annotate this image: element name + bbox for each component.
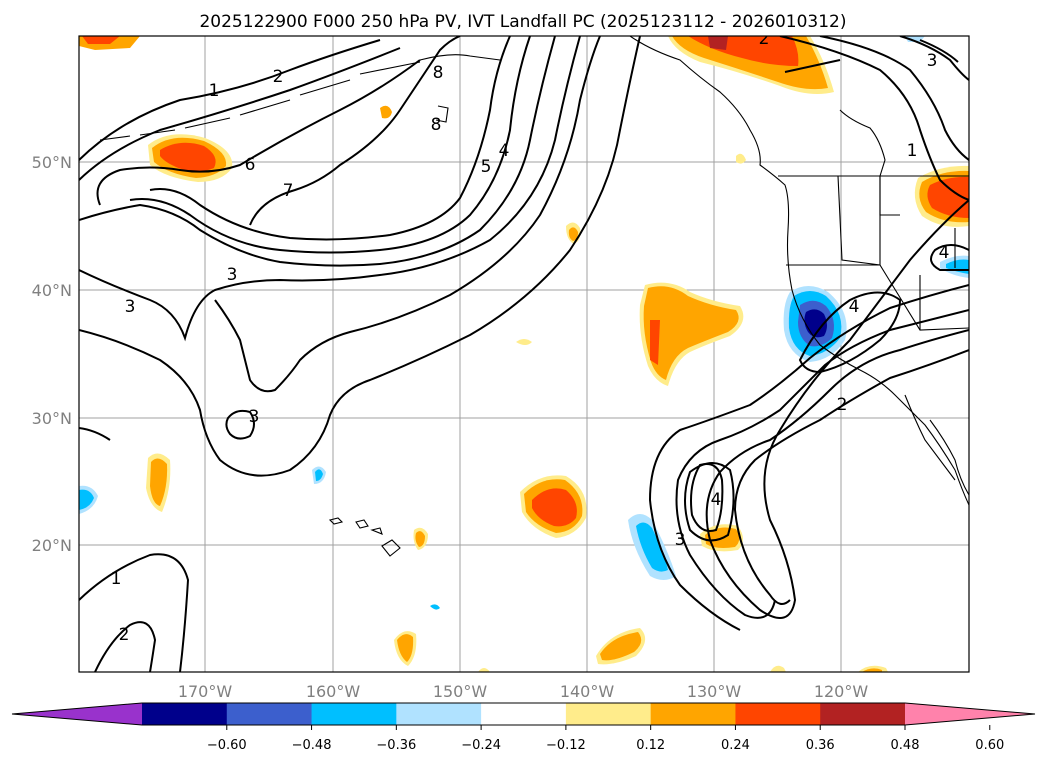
lon-label: 130°W <box>687 682 742 701</box>
map-title: 2025122900 F000 250 hPa PV, IVT Landfall… <box>199 12 846 32</box>
lon-label: 140°W <box>560 682 615 701</box>
lon-label: 150°W <box>433 682 488 701</box>
colorbar-tick-label: −0.24 <box>461 738 501 753</box>
colorbar-bin <box>311 703 397 725</box>
colorbar-bin <box>650 703 736 725</box>
contour-label: 2 <box>273 67 284 87</box>
lat-label: 30°N <box>32 409 72 428</box>
colorbar-tick-label: 0.36 <box>806 738 835 753</box>
lon-label: 170°W <box>178 682 233 701</box>
colorbar-bin <box>735 703 821 725</box>
contour-label: 4 <box>711 490 722 510</box>
colorbar-bin <box>481 703 567 725</box>
contour-label: 4 <box>499 141 510 161</box>
contour-label: 3 <box>675 530 686 550</box>
colorbar-bin <box>396 703 482 725</box>
contour-label: 5 <box>481 157 492 177</box>
contour-label: 4 <box>849 297 860 317</box>
lon-label: 120°W <box>814 682 869 701</box>
colorbar: −0.60 −0.48 −0.36 −0.24 −0.12 0.12 0.24 0.36 0.4… <box>11 702 1036 753</box>
contour-label: 3 <box>927 51 938 71</box>
lat-label: 40°N <box>32 281 72 300</box>
colorbar-extend-max <box>905 703 1035 725</box>
colorbar-tick-label: 0.24 <box>721 738 750 753</box>
colorbar-extend-min <box>12 703 142 725</box>
contour-label: 4 <box>939 243 950 263</box>
contour-label: 1 <box>111 569 122 589</box>
contour-label: 1 <box>209 81 220 101</box>
contour-labels: 1 2 8 8 6 7 5 4 3 3 3 1 2 1 3 2 4 4 3 2 <box>111 29 950 645</box>
colorbar-tick-label: −0.60 <box>207 738 247 753</box>
pv-contours <box>79 36 969 672</box>
latitude-labels: 50°N 40°N 30°N 20°N <box>32 153 72 555</box>
colorbar-tick-label: 0.12 <box>636 738 665 753</box>
lat-label: 20°N <box>32 536 72 555</box>
contour-label: 2 <box>119 625 130 645</box>
contour-label: 2 <box>759 29 770 49</box>
map-panel: 1 2 8 8 6 7 5 4 3 3 3 1 2 1 3 2 4 4 3 2 <box>32 29 970 701</box>
contour-label: 8 <box>433 63 444 83</box>
contour-label: 2 <box>837 395 848 415</box>
colorbar-bin <box>565 703 652 725</box>
colorbar-bin <box>142 703 228 725</box>
colorbar-tick-label: −0.48 <box>292 738 332 753</box>
coastlines <box>99 36 969 557</box>
lat-label: 50°N <box>32 153 72 172</box>
colorbar-tick-label: 0.60 <box>975 738 1004 753</box>
contour-label: 3 <box>125 297 136 317</box>
colorbar-bin <box>226 703 313 725</box>
contour-label: 6 <box>245 155 256 175</box>
contour-label: 3 <box>249 407 260 427</box>
map-frame <box>78 35 970 673</box>
lon-label: 160°W <box>306 682 361 701</box>
colorbar-outline <box>11 702 1036 726</box>
contour-label: 8 <box>431 115 442 135</box>
contour-label: 1 <box>907 141 918 161</box>
colorbar-tick-label: −0.12 <box>546 738 586 753</box>
contour-label: 7 <box>283 181 294 201</box>
colorbar-bin <box>820 703 906 725</box>
colorbar-tick-label: 0.48 <box>891 738 920 753</box>
longitude-labels: 170°W 160°W 150°W 140°W 130°W 120°W <box>178 682 869 701</box>
colorbar-tick-label: −0.36 <box>376 738 416 753</box>
contour-label: 3 <box>227 265 238 285</box>
